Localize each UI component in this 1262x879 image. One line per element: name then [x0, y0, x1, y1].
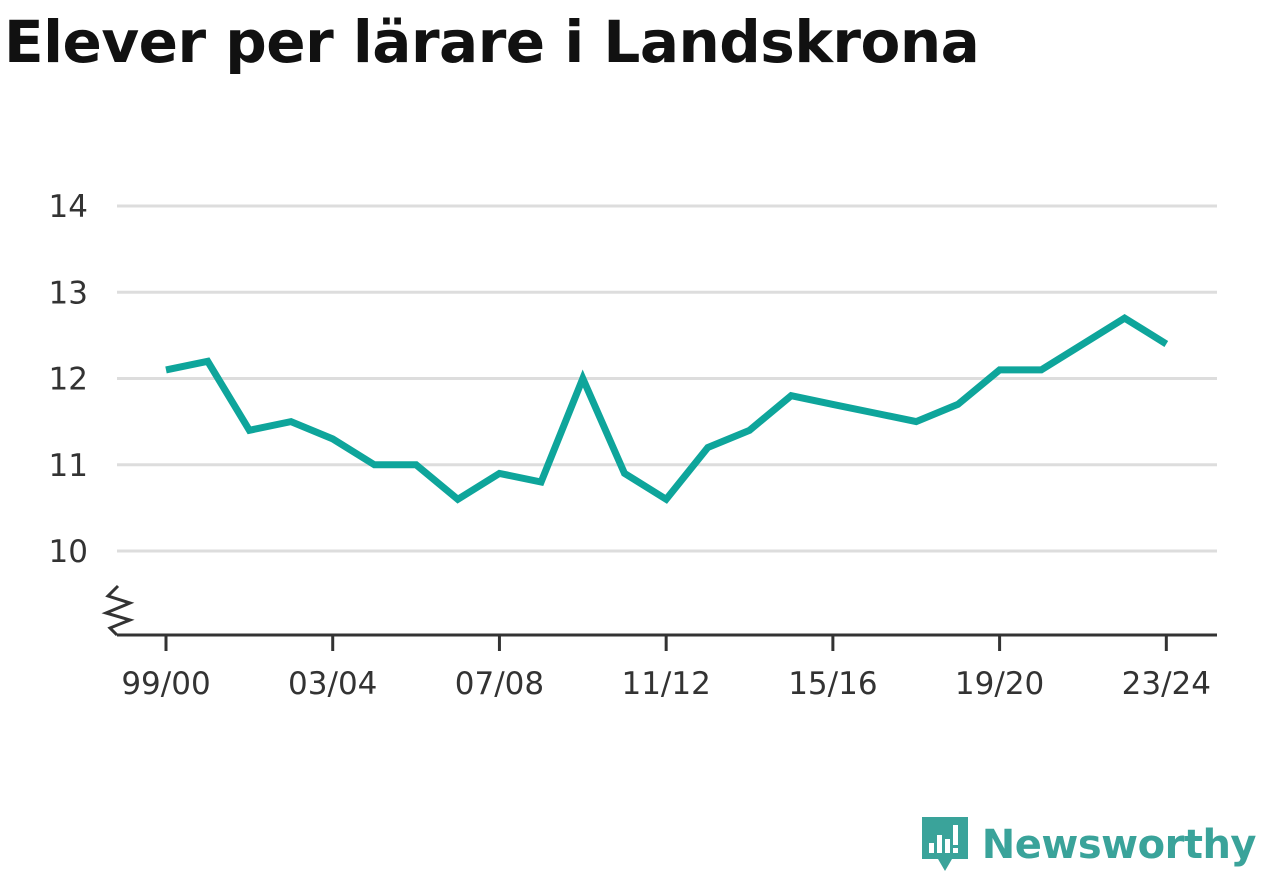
y-tick-label: 10	[49, 534, 88, 570]
series-layer	[165, 313, 1169, 504]
y-tick-label: 14	[49, 189, 88, 225]
y-tick-label: 13	[49, 275, 88, 311]
x-tick-label: 03/04	[288, 666, 377, 702]
x-tick-label: 99/00	[121, 666, 210, 702]
x-tick-label: 11/12	[621, 666, 710, 702]
x-tick-label: 07/08	[455, 666, 544, 702]
x-tick-label: 19/20	[955, 666, 1044, 702]
newsworthy-logo-icon	[921, 817, 968, 871]
y-tick-label: 12	[49, 362, 88, 398]
x-tick-labels: 99/00 03/04 07/08 11/12 15/16 19/20 23/24	[121, 635, 1211, 702]
brand-logo: Newsworthy	[920, 815, 1257, 875]
x-tick-label: 23/24	[1122, 666, 1211, 702]
axis-break-icon	[101, 584, 135, 637]
x-tick-label: 15/16	[788, 666, 877, 702]
chart-title: Elever per lärare i Landskrona	[4, 8, 980, 76]
y-tick-labels: 10 11 12 13 14	[49, 189, 88, 570]
grid-lines	[117, 204, 1217, 553]
brand-name: Newsworthy	[981, 822, 1257, 868]
series-line	[165, 313, 1169, 504]
x-axis	[101, 584, 1217, 637]
y-tick-label: 11	[49, 448, 88, 484]
